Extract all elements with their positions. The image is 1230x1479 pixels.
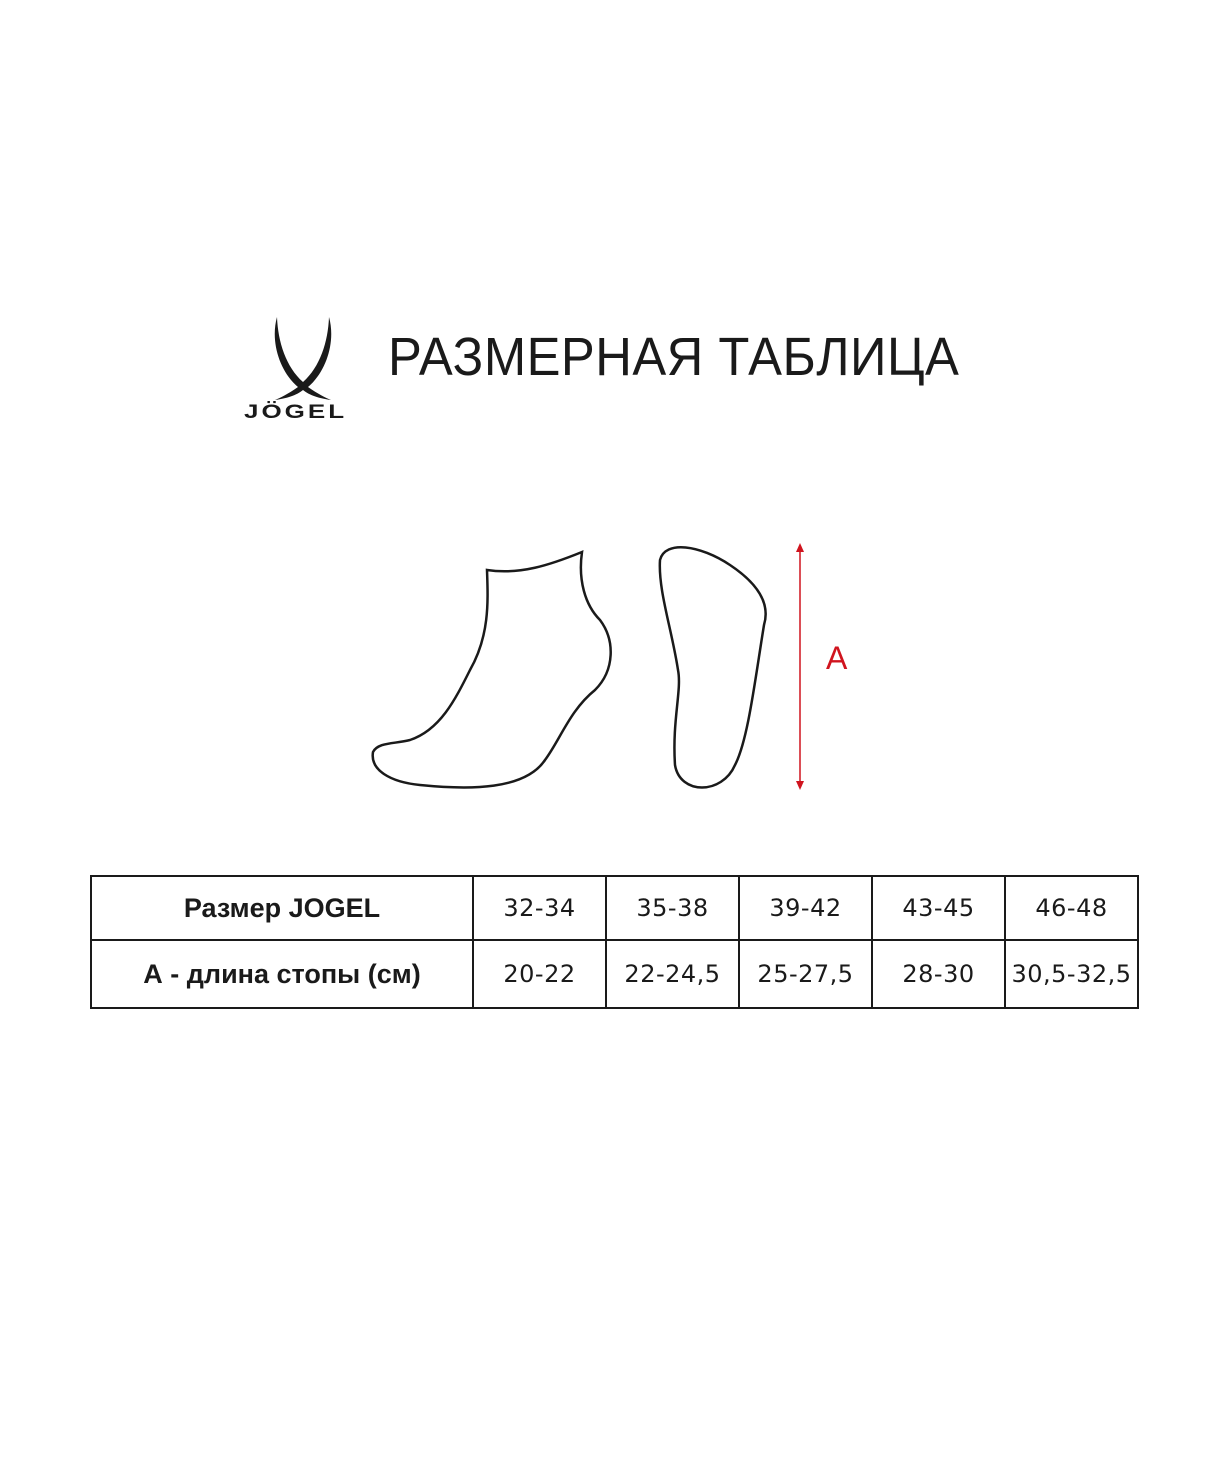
sock-diagram (371, 543, 804, 790)
table-cell: 46-48 (1004, 875, 1139, 941)
size-table: Размер JOGEL 32-34 35-38 39-42 43-45 46-… (90, 875, 1139, 1009)
table-cell: 20-22 (472, 939, 607, 1009)
sock-sole-outline (658, 546, 767, 789)
table-cell: 28-30 (871, 939, 1006, 1009)
arrow-head-top-icon (796, 543, 804, 552)
table-cell: 25-27,5 (738, 939, 873, 1009)
table-row: А - длина стопы (см) 20-22 22-24,5 25-27… (90, 939, 1139, 1009)
table-cell: 22-24,5 (605, 939, 740, 1009)
table-cell: 43-45 (871, 875, 1006, 941)
sock-side-outline (371, 550, 612, 789)
brand-logo-text: JÖGEL (244, 400, 348, 423)
row-label: А - длина стопы (см) (90, 939, 474, 1009)
table-cell: 35-38 (605, 875, 740, 941)
table-cell: 39-42 (738, 875, 873, 941)
row-label: Размер JOGEL (90, 875, 474, 941)
table-row: Размер JOGEL 32-34 35-38 39-42 43-45 46-… (90, 875, 1139, 941)
table-cell: 30,5-32,5 (1004, 939, 1139, 1009)
measure-label: A (826, 640, 848, 676)
table-cell: 32-34 (472, 875, 607, 941)
arrow-head-bottom-icon (796, 781, 804, 790)
page-title: РАЗМЕРНАЯ ТАБЛИЦА (388, 327, 960, 387)
jogel-logo-icon (274, 317, 332, 400)
